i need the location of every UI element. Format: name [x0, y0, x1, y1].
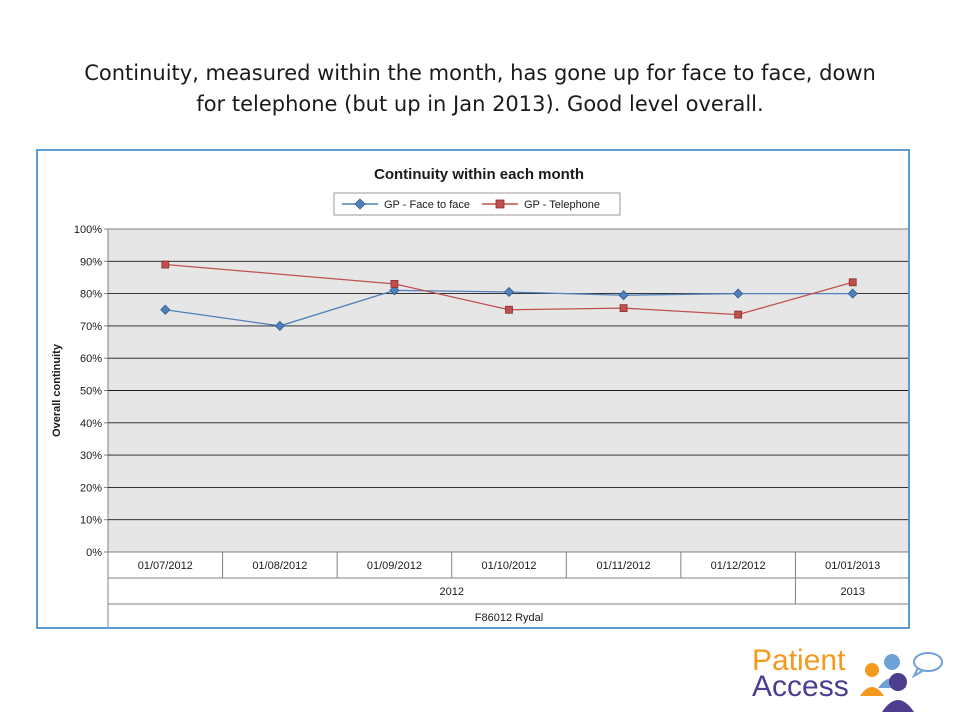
year-group-label: 2012 [439, 586, 463, 598]
legend-marker-diamond [354, 198, 366, 210]
y-tick-label: 0% [86, 547, 102, 559]
y-tick-label: 90% [80, 256, 102, 268]
data-point-face-to-face [618, 290, 629, 301]
data-point-face-to-face [274, 320, 285, 331]
data-point-telephone [505, 305, 513, 314]
slide-title: Continuity, measured within the month, h… [40, 58, 920, 120]
chart-title: Continuity within each month [374, 166, 584, 183]
year-group-label: 2013 [840, 586, 864, 598]
x-tick-label: 01/12/2012 [711, 560, 766, 572]
data-point-telephone [619, 304, 628, 313]
continuity-chart: Continuity within each month GP - Face to… [51, 166, 908, 627]
slide-title-line-1: Continuity, measured within the month, h… [84, 61, 876, 85]
x-tick-label: 01/08/2012 [252, 560, 307, 572]
practice-label: F86012 Rydal [475, 612, 544, 624]
data-point-telephone [161, 260, 170, 269]
data-point-face-to-face [389, 285, 400, 296]
x-tick-label: 01/09/2012 [367, 560, 422, 572]
y-tick-label: 10% [80, 515, 102, 527]
y-axis-label: Overall continuity [51, 343, 63, 437]
series-line-telephone [165, 263, 853, 316]
y-tick-label: 40% [80, 418, 102, 430]
legend-marker-square [495, 199, 505, 209]
patient-access-logo: Patient Access [752, 644, 952, 712]
y-tick-label: 60% [80, 353, 102, 365]
logo-line-2: Access [752, 670, 849, 703]
data-point-telephone [390, 280, 399, 288]
y-tick-label: 80% [80, 289, 102, 301]
y-tick-label: 100% [74, 224, 102, 236]
data-point-face-to-face [160, 304, 171, 315]
legend-label: GP - Face to face [384, 199, 470, 211]
data-point-telephone [848, 278, 857, 287]
chart-frame: Continuity within each month GP - Face to… [36, 149, 910, 629]
x-tick-label: 01/10/2012 [481, 560, 536, 572]
legend-label: GP - Telephone [524, 199, 600, 211]
slide-title-line-2: for telephone (but up in Jan 2013). Good… [196, 92, 764, 116]
data-point-face-to-face [847, 288, 858, 299]
x-tick-label: 01/01/2013 [825, 560, 880, 572]
y-tick-label: 70% [80, 321, 102, 333]
x-tick-label: 01/11/2012 [596, 560, 650, 572]
y-tick-label: 50% [80, 386, 102, 398]
y-tick-label: 30% [80, 450, 102, 462]
data-point-face-to-face [733, 288, 744, 299]
data-point-face-to-face [503, 286, 515, 298]
legend-box [333, 192, 621, 216]
y-tick-label: 20% [80, 482, 102, 494]
logo-wordmark: Patient Access [752, 644, 849, 703]
x-tick-label: 01/07/2012 [138, 560, 193, 572]
logo-people-icon [860, 652, 943, 712]
data-point-telephone [734, 310, 743, 319]
logo-line-1: Patient [752, 644, 846, 677]
